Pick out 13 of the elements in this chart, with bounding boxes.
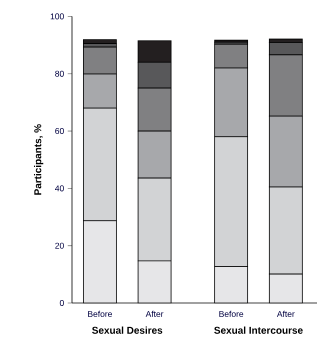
y-axis-title: Participants, % [34, 124, 44, 195]
y-tick-label: 20 [55, 242, 64, 249]
y-tick-label: 40 [55, 185, 64, 192]
y-tick-label: 80 [55, 70, 64, 77]
x-tick-label: After [146, 310, 164, 317]
x-tick-label: After [276, 310, 295, 317]
y-tick-label: 0 [60, 300, 64, 306]
y-tick-label: 60 [55, 128, 64, 134]
x-tick-label: Before [88, 310, 112, 317]
text: Sexual Desires [92, 326, 162, 334]
y-tick-label: 100 [50, 13, 64, 20]
text: Sexual Intercourse [214, 326, 303, 334]
x-tick-label: Before [219, 310, 244, 317]
